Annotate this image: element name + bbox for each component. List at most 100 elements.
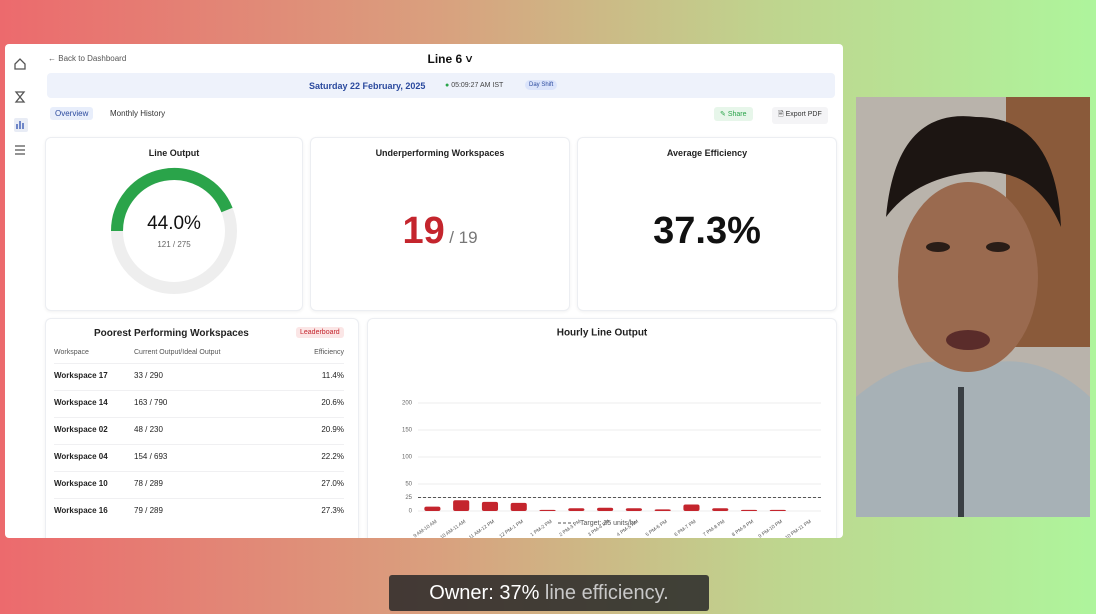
table-cell: Workspace 16 — [54, 506, 108, 515]
x-tick-label: 1 PM-2 PM — [530, 519, 554, 538]
settings-icon[interactable] — [15, 145, 25, 155]
y-tick-label: 25 — [405, 495, 412, 501]
x-tick-label: 10 PM-11 PM — [784, 519, 812, 538]
card-title: Line Output — [148, 148, 200, 158]
y-tick-label: 50 — [405, 482, 412, 488]
column-header: Current Output/Ideal Output — [134, 349, 221, 356]
x-tick-label: 8 PM-9 PM — [731, 519, 755, 538]
x-tick-label: 10 AM-11 AM — [439, 519, 467, 538]
y-tick-label: 0 — [409, 509, 413, 515]
export-button[interactable]: 🗎 Export PDF — [772, 107, 828, 124]
underperforming-value: 19 / 19 — [311, 210, 569, 253]
date: Saturday 22 February, 2025 — [309, 81, 426, 91]
export-text[interactable]: Export PDF — [785, 111, 822, 118]
home-icon[interactable] — [14, 58, 26, 70]
table-cell: Workspace 14 — [54, 398, 108, 407]
gauge: 44.0% 121 / 275 — [111, 168, 237, 294]
efficiency-value: 37.3% — [653, 210, 761, 252]
row-divider — [54, 417, 344, 418]
hourly-chart: Hourly Line Output Target: 25 units/hr 0… — [402, 328, 821, 538]
caption-text: Owner: 37% — [429, 582, 540, 604]
caption-text: line efficiency. — [544, 582, 669, 604]
card-title: Underperforming Workspaces — [375, 148, 505, 158]
y-tick-label: 100 — [402, 455, 413, 461]
row-divider — [54, 444, 344, 445]
x-tick-label: 12 PM-1 PM — [498, 519, 524, 538]
table-cell: Workspace 10 — [54, 479, 108, 488]
caption: Owner: 37% line efficiency. — [389, 575, 709, 611]
table-card: Poorest Performing Workspaces Leaderboar… — [45, 318, 359, 538]
row-divider — [54, 498, 344, 499]
row-divider — [54, 363, 344, 364]
date-bar: Saturday 22 February, 2025 ● 05:09:27 AM… — [47, 73, 835, 98]
bar — [625, 508, 642, 511]
bar — [683, 504, 700, 511]
webcam-video — [856, 97, 1090, 517]
column-header: Workspace — [54, 349, 89, 356]
table-cell: 48 / 230 — [134, 425, 163, 434]
table-cell: Workspace 02 — [54, 425, 108, 434]
line-title[interactable]: Line 6 ˅ — [427, 52, 473, 66]
y-tick-label: 200 — [402, 401, 413, 407]
gauge-count: 121 / 275 — [157, 240, 191, 249]
gauge-arc — [111, 168, 233, 232]
x-tick-label: 7 PM-8 PM — [702, 519, 726, 538]
table-cell: 20.9% — [321, 425, 344, 434]
sidebar — [14, 58, 28, 155]
share-button[interactable]: ✎ Share — [714, 107, 753, 121]
gauge-value: 44.0% — [147, 213, 201, 234]
tab[interactable]: Monthly History — [110, 109, 166, 118]
table-cell: 27.0% — [321, 479, 344, 488]
efficiency-card: Average Efficiency 37.3% — [577, 137, 837, 311]
leaderboard-badge[interactable]: Leaderboard — [296, 327, 344, 338]
table-cell: 33 / 290 — [134, 371, 163, 380]
underperforming-card: Underperforming Workspaces 19 / 19 — [310, 137, 570, 311]
x-tick-label: 9 PM-10 PM — [758, 519, 784, 538]
count: 19 — [402, 210, 445, 252]
share-text[interactable]: Share — [727, 111, 747, 118]
legend-label: Target: 25 units/hr — [580, 520, 637, 527]
back-text[interactable]: Back to Dashboard — [58, 54, 127, 63]
line-title-text[interactable]: Line 6 — [427, 52, 463, 66]
time: ● 05:09:27 AM IST — [445, 82, 504, 89]
dashboard: ← Back to Dashboard Line 6 ˅ Saturday 22… — [5, 44, 843, 538]
table-title: Poorest Performing Workspaces — [94, 328, 249, 339]
row-divider — [54, 390, 344, 391]
bar — [597, 507, 614, 511]
card-title: Average Efficiency — [666, 148, 748, 158]
table-cell: 78 / 289 — [134, 479, 163, 488]
x-tick-label: 6 PM-7 PM — [673, 519, 697, 538]
column-header: Efficiency — [314, 349, 344, 356]
bar — [510, 502, 527, 511]
table-cell: 22.2% — [321, 452, 344, 461]
table-cell: 163 / 790 — [134, 398, 168, 407]
table-cell: Workspace 17 — [54, 371, 108, 380]
x-tick-label: 9 AM-10 AM — [413, 519, 439, 538]
bar — [654, 509, 671, 511]
bar — [712, 508, 729, 511]
chart-title: Hourly Line Output — [557, 328, 648, 339]
y-tick-label: 150 — [402, 428, 413, 434]
table-cell: 79 / 289 — [134, 506, 163, 515]
table-cell: 20.6% — [321, 398, 344, 407]
table-cell: Workspace 04 — [54, 452, 108, 461]
time-text: 05:09:27 AM IST — [451, 82, 504, 89]
chart-icon — [16, 121, 24, 129]
x-tick-label: 5 PM-6 PM — [645, 519, 669, 538]
x-tick-label: 11 AM-12 PM — [468, 519, 496, 538]
line-output-card: Line Output 44.0% 121 / 275 — [45, 137, 303, 311]
tab[interactable]: Overview — [50, 107, 94, 120]
row-divider — [54, 471, 344, 472]
timer-icon[interactable] — [14, 91, 26, 103]
bar — [740, 509, 758, 511]
bar — [568, 508, 585, 511]
table-cell: 11.4% — [321, 371, 344, 380]
x-tick-label: 2 PM-3 PM — [558, 519, 582, 538]
total: / 19 — [449, 228, 478, 247]
chart-icon-bg[interactable] — [14, 118, 28, 132]
back-link[interactable]: ← Back to Dashboard — [48, 54, 127, 63]
chart-card: Hourly Line Output Target: 25 units/hr 0… — [367, 318, 837, 538]
bar — [453, 500, 470, 511]
bar — [539, 509, 556, 511]
